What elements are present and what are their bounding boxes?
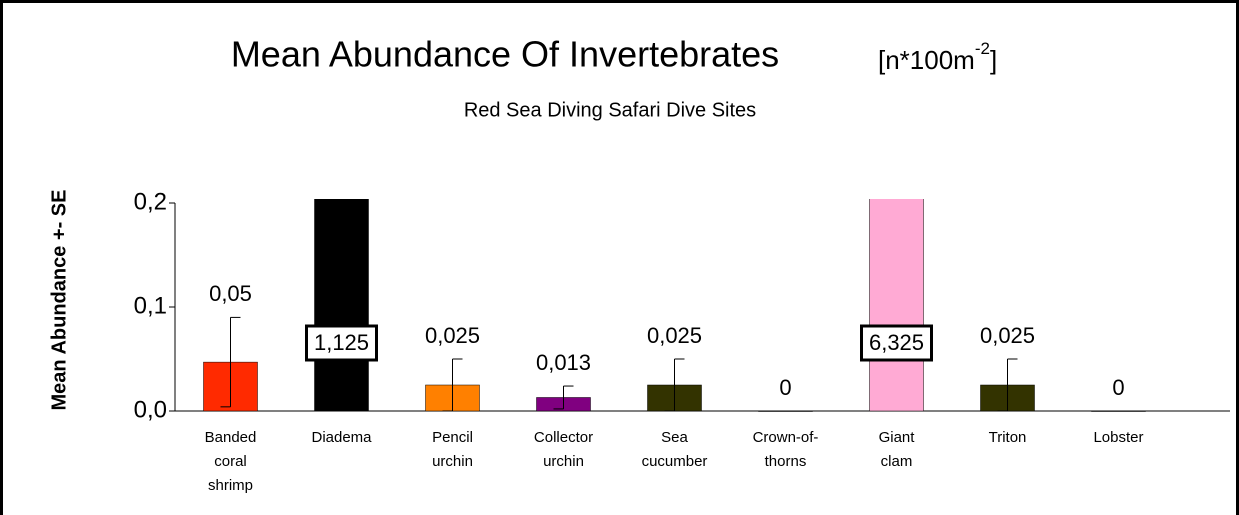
value-label: 0,025 xyxy=(425,323,480,348)
x-tick-label: Triton xyxy=(989,429,1027,446)
value-label-box xyxy=(860,324,933,362)
value-label-box xyxy=(305,324,378,362)
x-tick-label: thorns xyxy=(765,453,807,470)
y-tick-label: 0,1 xyxy=(134,292,167,319)
x-tick-label: coral xyxy=(214,453,247,470)
x-tick-label: urchin xyxy=(432,453,473,470)
value-label: 0,025 xyxy=(980,323,1035,348)
value-label: 0,05 xyxy=(209,281,252,306)
x-tick-label: Pencil xyxy=(432,429,473,446)
x-tick-label: cucumber xyxy=(642,453,708,470)
y-tick-label: 0,2 xyxy=(134,188,167,215)
bar xyxy=(869,199,924,412)
bar xyxy=(758,410,813,412)
x-tick-label: urchin xyxy=(543,453,584,470)
value-label: 0 xyxy=(1112,375,1124,400)
value-label: 0,013 xyxy=(536,350,591,375)
chart-title: Mean Abundance Of Invertebrates xyxy=(231,34,779,75)
x-tick-label: Banded xyxy=(205,429,257,446)
y-axis-label: Mean Abundance +- SE xyxy=(48,190,70,411)
value-label: 6,325 xyxy=(869,330,924,355)
x-tick-label: Sea xyxy=(661,429,688,446)
bar xyxy=(1091,410,1146,412)
bar xyxy=(314,199,369,412)
y-tick-label: 0,0 xyxy=(134,396,167,423)
x-tick-label: clam xyxy=(881,453,913,470)
x-tick-label: Lobster xyxy=(1093,429,1143,446)
x-tick-label: shrimp xyxy=(208,477,253,494)
x-tick-label: Diadema xyxy=(311,429,372,446)
x-tick-label: Collector xyxy=(534,429,593,446)
x-tick-label: Crown-of- xyxy=(753,429,819,446)
value-label: 1,125 xyxy=(314,330,369,355)
units: [n*100m-2] xyxy=(878,39,997,74)
plot-area xyxy=(203,199,1146,412)
subtitle: Red Sea Diving Safari Dive Sites xyxy=(464,99,756,121)
value-label: 0,025 xyxy=(647,323,702,348)
value-label: 0 xyxy=(779,375,791,400)
x-tick-label: Giant xyxy=(879,429,916,446)
